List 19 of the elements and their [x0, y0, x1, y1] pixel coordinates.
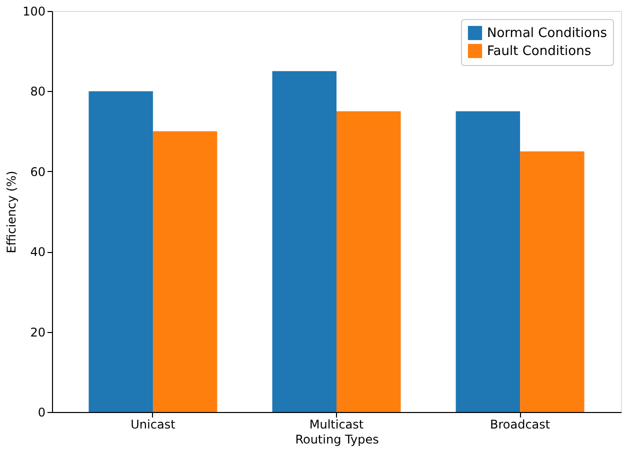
y-axis-title: Efficiency (%) [4, 170, 19, 254]
y-tick-label: 0 [38, 406, 46, 420]
bar [336, 111, 401, 412]
bar [520, 151, 584, 412]
x-axis-title: Routing Types [295, 432, 379, 446]
bar [272, 71, 336, 412]
legend-label: Normal Conditions [487, 26, 608, 41]
x-tick-label: Broadcast [490, 418, 550, 432]
y-tick-label: 40 [30, 245, 46, 260]
y-tick-label: 60 [30, 164, 46, 179]
bar [456, 111, 520, 412]
y-tick-label: 20 [30, 325, 46, 340]
y-tick-label: 80 [30, 84, 46, 99]
y-tick-label: 100 [22, 4, 46, 18]
legend-label: Fault Conditions [487, 44, 592, 59]
x-tick-label: Multicast [309, 418, 364, 432]
x-tick-label: Unicast [130, 418, 176, 432]
bar [152, 131, 218, 412]
bar [88, 91, 153, 412]
